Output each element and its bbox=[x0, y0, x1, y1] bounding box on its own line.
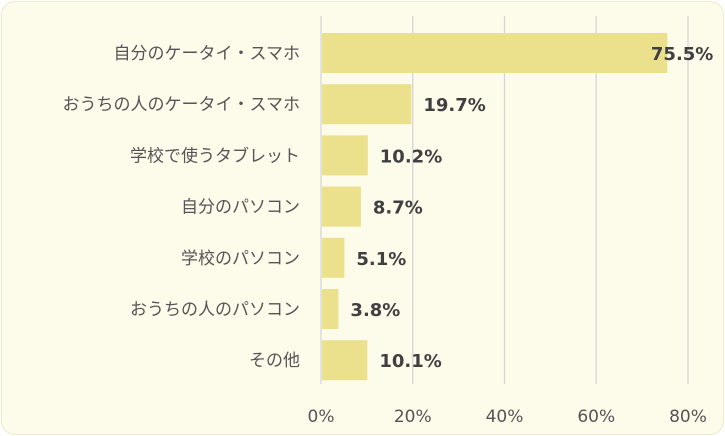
category-label: その他 bbox=[249, 351, 300, 371]
x-tick-label: 60% bbox=[577, 407, 615, 427]
x-tick-label: 40% bbox=[486, 407, 524, 427]
bar bbox=[322, 186, 361, 227]
value-label: 3.8% bbox=[350, 300, 400, 321]
category-label: おうちの人のケータイ・スマホ bbox=[63, 95, 301, 115]
bar bbox=[322, 340, 368, 381]
bar bbox=[322, 84, 412, 125]
bar bbox=[322, 33, 668, 73]
bar bbox=[322, 135, 368, 176]
category-label: 自分のパソコン bbox=[181, 198, 300, 218]
value-label: 10.1% bbox=[379, 351, 441, 372]
x-tick-label: 20% bbox=[394, 407, 432, 427]
category-label: 自分のケータイ・スマホ bbox=[114, 44, 301, 64]
category-label: 学校のパソコン bbox=[181, 249, 300, 269]
x-tick-label: 80% bbox=[669, 407, 707, 427]
bar bbox=[322, 237, 345, 278]
value-label: 8.7% bbox=[373, 198, 423, 219]
bar bbox=[322, 289, 339, 329]
value-label: 75.5% bbox=[651, 44, 713, 65]
category-label: おうちの人のパソコン bbox=[130, 300, 300, 320]
value-label: 19.7% bbox=[423, 95, 485, 116]
value-label: 5.1% bbox=[356, 249, 406, 270]
category-label: 学校で使うタブレット bbox=[130, 145, 300, 166]
x-tick-label: 0% bbox=[308, 407, 335, 427]
value-label: 10.2% bbox=[380, 146, 442, 167]
